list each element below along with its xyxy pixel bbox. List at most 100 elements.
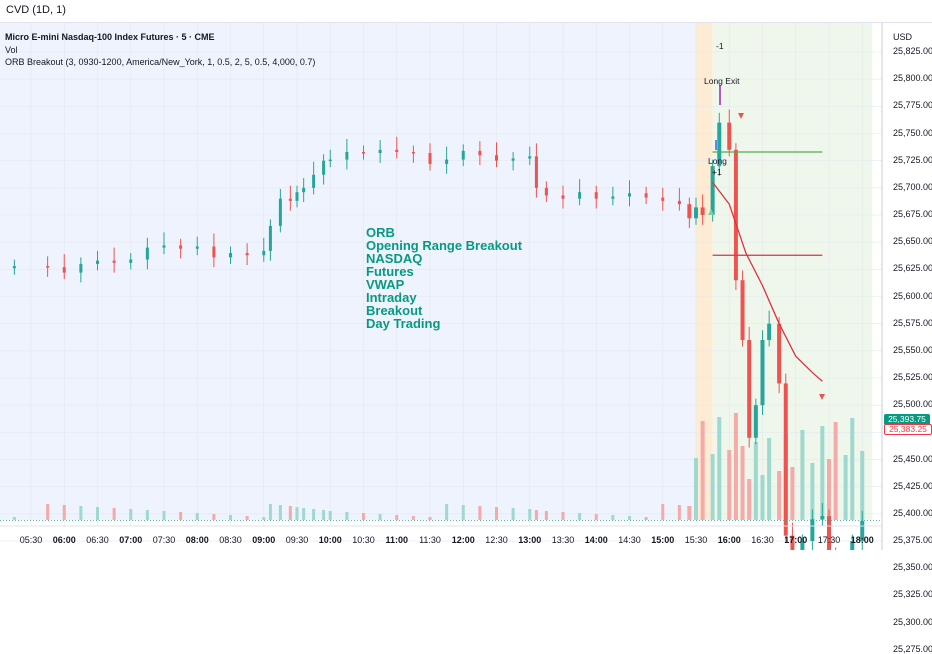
volume-bar — [46, 504, 50, 520]
price-label: 25,375.00 — [893, 535, 932, 545]
candle-body — [661, 197, 665, 201]
price-label: 25,725.00 — [893, 154, 932, 165]
volume-bar — [395, 515, 399, 520]
symbol-title[interactable]: Micro E-mini Nasdaq-100 Index Futures · … — [5, 32, 215, 42]
long-entry-label: Long — [708, 156, 727, 166]
price-label: 25,575.00 — [893, 317, 932, 328]
candle-body — [810, 519, 815, 542]
candle-body — [478, 150, 482, 156]
price-label: 25,275.00 — [893, 643, 932, 654]
volume-bar — [362, 513, 365, 520]
candle-body — [79, 263, 83, 273]
volume-bar — [262, 517, 266, 520]
candle-body — [677, 200, 681, 205]
volume-indicator-label[interactable]: Vol — [5, 45, 18, 55]
time-label: 14:30 — [618, 535, 641, 545]
price-label: 25,400.00 — [893, 507, 932, 518]
time-label: 17:30 — [817, 535, 841, 545]
price-label: 25,700.00 — [893, 181, 932, 192]
time-label: 06:00 — [52, 535, 76, 545]
watermark-line: ORB — [366, 225, 395, 240]
volume-bar — [328, 511, 332, 520]
candle-body — [445, 159, 449, 164]
volume-bar — [810, 463, 815, 520]
pre-market-shading — [0, 23, 696, 520]
volume-bar — [534, 510, 538, 520]
candle-body — [544, 187, 548, 196]
volume-bar — [278, 505, 282, 520]
volume-bar — [611, 515, 615, 520]
candle-body — [212, 246, 216, 258]
time-label: 11:00 — [385, 535, 409, 545]
volume-bar — [833, 422, 838, 520]
candle-body — [644, 193, 648, 198]
candle-body — [395, 149, 399, 152]
volume-bar — [62, 505, 66, 520]
candle-body — [46, 266, 50, 268]
volume-bar — [245, 516, 249, 520]
volume-bar — [544, 511, 548, 520]
watermark-line: Opening Range Breakout — [366, 238, 523, 253]
watermark-line: NASDAQ — [366, 251, 423, 266]
volume-bar — [677, 505, 681, 520]
volume-bar — [850, 418, 855, 520]
candle-body — [528, 156, 532, 159]
candle-body — [827, 516, 831, 550]
candle-body — [850, 541, 855, 550]
volume-bar — [478, 506, 482, 520]
time-label: 10:00 — [318, 535, 342, 545]
volume-bar — [827, 459, 831, 520]
volume-bar — [195, 513, 199, 520]
candle-body — [687, 204, 692, 219]
price-chart[interactable] — [0, 23, 932, 550]
candle-body — [262, 250, 266, 256]
volume-bar — [212, 514, 216, 520]
time-label: 13:00 — [518, 535, 542, 545]
volume-bar — [843, 455, 848, 520]
time-label: 12:30 — [485, 535, 508, 545]
orb-indicator-label[interactable]: ORB Breakout (3, 0930-1200, America/New_… — [5, 57, 316, 67]
volume-bar — [145, 510, 149, 520]
candle-body — [694, 207, 698, 219]
volume-bar — [628, 516, 631, 520]
candle-body — [278, 198, 282, 226]
time-label: 08:30 — [219, 535, 242, 545]
candle-body — [162, 245, 166, 248]
price-label: 25,800.00 — [893, 73, 932, 84]
watermark-line: Breakout — [366, 303, 423, 318]
time-label: 10:30 — [352, 535, 375, 545]
candle-body — [767, 323, 772, 340]
price-label: 25,625.00 — [893, 263, 932, 274]
candle-body — [747, 339, 752, 438]
volume-bar — [288, 506, 292, 520]
candle-body — [628, 193, 631, 197]
price-label: 25,300.00 — [893, 616, 932, 627]
opening-range-shading — [696, 23, 713, 520]
candle-body — [783, 383, 788, 536]
volume-bar — [710, 454, 715, 520]
time-label: 07:00 — [119, 535, 143, 545]
candle-body — [800, 541, 805, 550]
time-label: 05:30 — [19, 535, 43, 545]
candle-body — [288, 198, 292, 201]
time-label: 18:00 — [850, 535, 874, 545]
watermark-line: Intraday — [366, 290, 417, 305]
candle-body — [710, 166, 715, 216]
volume-bar — [302, 508, 306, 520]
volume-bar — [860, 451, 865, 520]
cvd-indicator-title[interactable]: CVD (1D, 1) — [6, 4, 66, 16]
candle-body — [378, 149, 382, 154]
candle-body — [195, 246, 199, 249]
time-label: 15:00 — [651, 535, 675, 545]
volume-bar — [322, 510, 326, 520]
volume-bar — [687, 506, 692, 520]
volume-bar — [428, 517, 432, 520]
volume-bar — [179, 512, 183, 520]
candle-body — [179, 245, 183, 249]
candle-body — [820, 516, 825, 520]
time-label: 06:30 — [86, 535, 109, 545]
long-exit-label: Long Exit — [704, 76, 740, 86]
candle-body — [112, 260, 116, 263]
candle-body — [860, 520, 865, 542]
volume-bar — [753, 442, 758, 520]
